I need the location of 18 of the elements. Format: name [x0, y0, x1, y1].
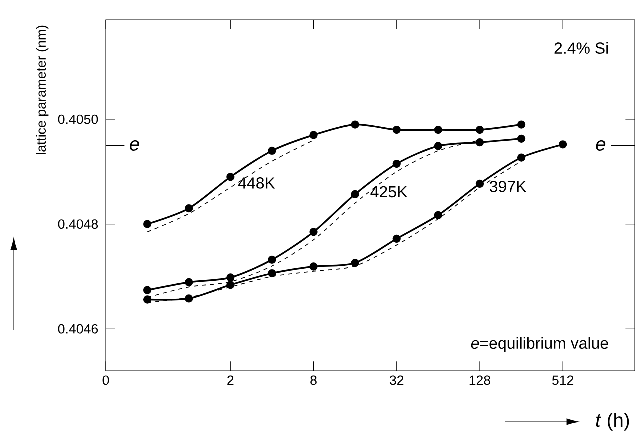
annotation: 2.4% Si: [554, 42, 608, 54]
x-axis-title: t (h): [596, 412, 630, 431]
x-tick-label: 128: [470, 376, 491, 385]
x-tick-label: 0: [102, 376, 110, 385]
annotation: 397K: [490, 180, 527, 192]
x-tick-label: 512: [552, 376, 574, 385]
ref-line-label: e: [130, 140, 140, 151]
annotation: e=equilibrium value: [471, 337, 608, 352]
x-tick-label: 2: [228, 376, 234, 385]
x-tick-label: 8: [310, 376, 317, 385]
ref-line-label: e: [596, 140, 606, 151]
y-axis-title: lattice parameter (nm): [36, 26, 49, 154]
y-tick-label: 0.4046: [58, 324, 98, 334]
y-tick-label: 0.4050: [58, 114, 98, 124]
annotation: 425K: [370, 186, 408, 198]
annotation: 448K: [238, 177, 276, 189]
x-tick-label: 32: [390, 376, 404, 385]
y-tick-label: 0.4048: [58, 219, 98, 229]
